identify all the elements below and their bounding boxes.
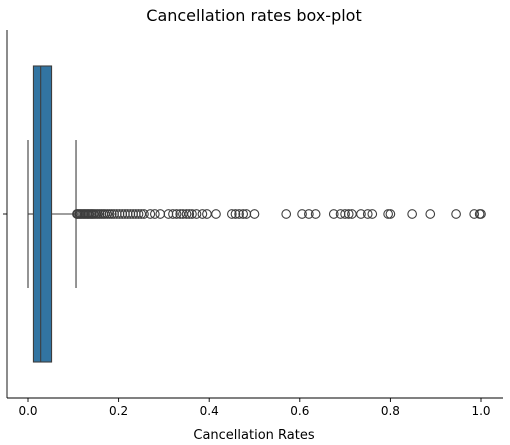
x-tick-label: 0.8	[381, 404, 400, 418]
x-ticks: 0.0 0.2 0.4 0.6 0.8 1.0	[18, 398, 490, 418]
x-axis-label: Cancellation Rates	[193, 428, 314, 443]
outlier-point	[156, 210, 165, 219]
x-tick-label: 1.0	[471, 404, 490, 418]
outlier-point	[452, 210, 461, 219]
outlier-point	[250, 210, 259, 219]
chart-title: Cancellation rates box-plot	[146, 6, 361, 25]
outlier-point	[212, 210, 221, 219]
x-tick-label: 0.4	[200, 404, 219, 418]
plot-area	[28, 66, 485, 362]
x-tick-label: 0.0	[18, 404, 37, 418]
outlier-point	[282, 210, 291, 219]
x-tick-label: 0.6	[290, 404, 309, 418]
outlier-point	[426, 210, 435, 219]
outlier-point	[408, 210, 417, 219]
iqr-box	[33, 66, 51, 362]
x-tick-label: 0.2	[109, 404, 128, 418]
